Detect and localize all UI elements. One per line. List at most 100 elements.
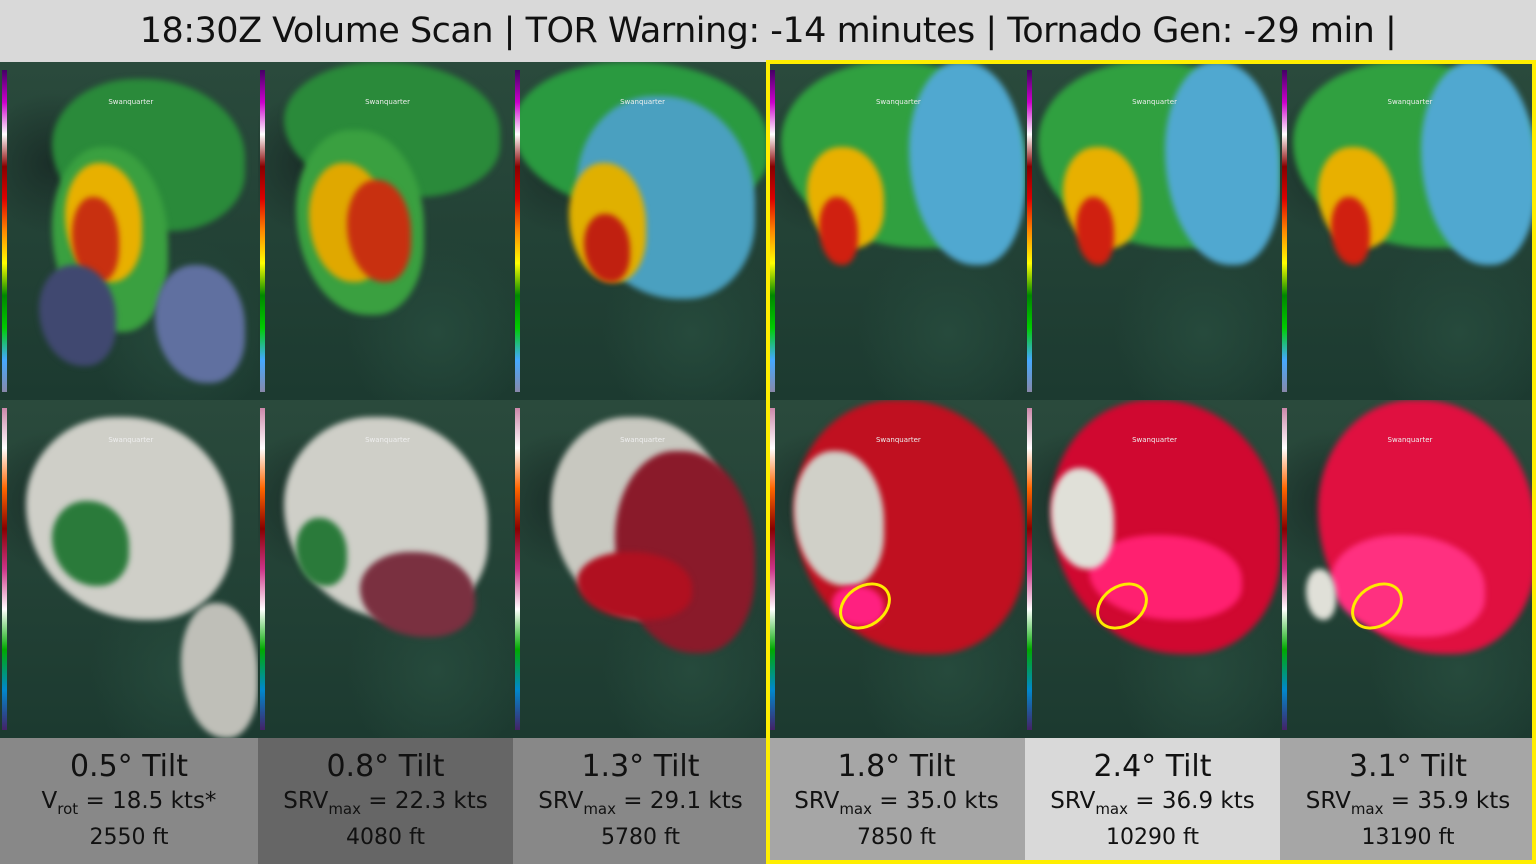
metric-name: SRV (283, 788, 329, 814)
color-scale-bar (770, 70, 775, 392)
metric-subscript: max (1350, 800, 1384, 818)
reflectivity-panel: Swanquarter (258, 62, 513, 400)
color-scale-bar (2, 408, 7, 730)
velocity-panel: Swanquarter (768, 400, 1025, 738)
town-label: Swanquarter (365, 436, 410, 444)
color-scale-bar (260, 70, 265, 392)
tilt-angle: 0.8° Tilt (326, 749, 445, 784)
velocity-echo (832, 585, 884, 627)
color-scale-bar (770, 408, 775, 730)
reflectivity-panel: Swanquarter (768, 62, 1025, 400)
tilt-label: 0.5° Tilt Vrot = 18.5 kts* 2550 ft (0, 738, 258, 864)
velocity-echo (1331, 535, 1485, 637)
tilt-angle: 2.4° Tilt (1093, 749, 1212, 784)
color-scale-bar (1027, 70, 1032, 392)
velocity-value: SRVmax = 35.0 kts (768, 786, 1025, 824)
reflectivity-echo (1420, 62, 1536, 265)
reflectivity-echo (1076, 197, 1115, 265)
color-scale-bar (1282, 70, 1287, 392)
tilt-label: 1.8° Tilt SRVmax = 35.0 kts 7850 ft (768, 738, 1025, 864)
tilt-angle: 1.3° Tilt (581, 749, 700, 784)
town-label: Swanquarter (1132, 98, 1177, 106)
velocity-panel: Swanquarter (1025, 400, 1280, 738)
beam-height: 2550 ft (89, 825, 169, 850)
velocity-echo (1088, 535, 1242, 620)
slide-title: 18:30Z Volume Scan | TOR Warning: -14 mi… (139, 11, 1397, 51)
town-label: Swanquarter (108, 98, 154, 106)
tilt-angle: 0.5° Tilt (69, 749, 189, 784)
metric-value: = 35.9 kts (1383, 788, 1511, 814)
tilt-label: 1.3° Tilt SRVmax = 29.1 kts 5780 ft (513, 738, 768, 864)
reflectivity-echo (1331, 197, 1370, 265)
reflectivity-echo (347, 180, 411, 282)
velocity-value: Vrot = 18.5 kts* (0, 786, 258, 824)
color-scale-bar (2, 70, 7, 392)
velocity-echo (180, 602, 258, 738)
beam-height: 4080 ft (346, 825, 425, 850)
metric-subscript: max (839, 800, 872, 818)
reflectivity-echo (38, 264, 117, 367)
color-scale-bar (515, 70, 520, 392)
velocity-echo (576, 552, 692, 620)
metric-subscript: max (583, 800, 616, 818)
velocity-value: SRVmax = 22.3 kts (258, 786, 513, 824)
metric-subscript: max (328, 800, 361, 818)
velocity-echo (360, 552, 475, 637)
town-label: Swanquarter (875, 98, 921, 106)
town-label: Swanquarter (1132, 436, 1177, 444)
velocity-echo (1305, 569, 1337, 620)
color-scale-bar (1027, 408, 1032, 730)
velocity-value: SRVmax = 35.9 kts (1280, 786, 1536, 824)
town-label: Swanquarter (365, 98, 410, 106)
metric-subscript: max (1095, 800, 1128, 818)
metric-name: SRV (538, 788, 584, 814)
town-label: Swanquarter (875, 436, 921, 444)
metric-name: SRV (1050, 788, 1096, 814)
velocity-echo (296, 518, 348, 586)
metric-name: SRV (1305, 788, 1351, 814)
tilt-label: 0.8° Tilt SRVmax = 22.3 kts 4080 ft (258, 738, 513, 864)
velocity-panel: Swanquarter (0, 400, 258, 738)
velocity-echo (793, 450, 884, 586)
town-label: Swanquarter (620, 98, 665, 106)
beam-height: 7850 ft (857, 825, 936, 850)
metric-name: V (41, 788, 58, 814)
velocity-echo (51, 501, 129, 586)
reflectivity-panel: Swanquarter (1280, 62, 1536, 400)
velocity-value: SRVmax = 36.9 kts (1025, 786, 1280, 824)
town-label: Swanquarter (620, 436, 665, 444)
town-label: Swanquarter (108, 436, 154, 444)
reflectivity-echo (154, 264, 246, 384)
metric-name: SRV (794, 788, 840, 814)
tilt-label: 3.1° Tilt SRVmax = 35.9 kts 13190 ft (1280, 738, 1536, 864)
tilt-label: 2.4° Tilt SRVmax = 36.9 kts 10290 ft (1025, 738, 1280, 864)
reflectivity-panel: Swanquarter (0, 62, 258, 400)
tilt-angle: 1.8° Tilt (837, 749, 956, 784)
metric-value: = 36.9 kts (1128, 788, 1255, 814)
beam-height: 5780 ft (601, 825, 680, 850)
reflectivity-echo (819, 197, 858, 265)
metric-subscript: rot (57, 800, 79, 818)
reflectivity-panel: Swanquarter (513, 62, 768, 400)
color-scale-bar (515, 408, 520, 730)
velocity-panel: Swanquarter (1280, 400, 1536, 738)
reflectivity-echo (584, 214, 631, 282)
velocity-echo (1050, 467, 1115, 569)
velocity-value: SRVmax = 29.1 kts (513, 786, 768, 824)
metric-value: = 35.0 kts (872, 788, 999, 814)
reflectivity-panel: Swanquarter (1025, 62, 1280, 400)
velocity-panel: Swanquarter (513, 400, 768, 738)
metric-value: = 29.1 kts (616, 788, 743, 814)
reflectivity-echo (1165, 62, 1280, 265)
beam-height: 13190 ft (1361, 825, 1455, 850)
town-label: Swanquarter (1387, 98, 1433, 106)
color-scale-bar (260, 408, 265, 730)
velocity-panel: Swanquarter (258, 400, 513, 738)
town-label: Swanquarter (1387, 436, 1433, 444)
beam-height: 10290 ft (1106, 825, 1199, 850)
metric-value: = 22.3 kts (361, 788, 488, 814)
reflectivity-echo (909, 62, 1025, 265)
tilt-angle: 3.1° Tilt (1348, 749, 1468, 784)
color-scale-bar (1282, 408, 1287, 730)
metric-value: = 18.5 kts* (78, 788, 217, 814)
